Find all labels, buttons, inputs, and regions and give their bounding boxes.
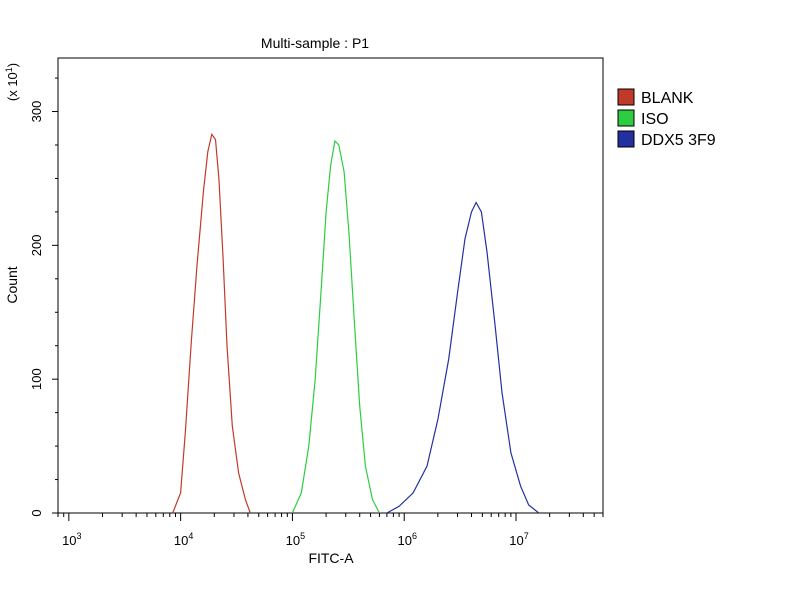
legend-swatch	[617, 88, 635, 106]
legend: BLANK ISO DDX5 3F9	[617, 88, 716, 149]
y-tick-label: 300	[29, 101, 44, 123]
legend-label: BLANK	[641, 90, 694, 107]
x-tick-label: 103	[62, 531, 81, 548]
series-line-3	[386, 201, 540, 514]
series-line-1	[172, 132, 251, 514]
legend-swatch	[617, 130, 635, 148]
y-axis-multiplier: (x 101)	[4, 63, 20, 101]
y-tick-label: 200	[29, 235, 44, 257]
legend-label: DDX5 3F9	[641, 132, 716, 149]
y-tick-label: 0	[29, 509, 44, 516]
x-axis-label: FITC-A	[308, 550, 354, 566]
x-tick-label: 104	[174, 531, 193, 548]
legend-swatch	[617, 109, 635, 127]
series-line-2	[291, 139, 380, 514]
y-axis: 0 100 200 300 Count (x 101)	[4, 63, 58, 517]
x-tick-label: 105	[286, 531, 305, 548]
y-tick-label: 100	[29, 368, 44, 390]
series-layer	[172, 132, 540, 514]
x-axis: 103 104 105 106 107 FITC-A	[57, 513, 604, 566]
y-axis-label: Count	[4, 266, 20, 303]
y-ticks: 0 100 200 300	[29, 77, 58, 517]
chart-title: Multi-sample : P1	[261, 35, 369, 51]
x-tick-label: 106	[397, 531, 416, 548]
plot-frame	[57, 57, 604, 514]
plot-area	[57, 57, 604, 514]
x-ticks: 103 104 105 106 107	[57, 513, 604, 548]
x-tick-label: 107	[509, 531, 528, 548]
legend-label: ISO	[641, 111, 669, 128]
